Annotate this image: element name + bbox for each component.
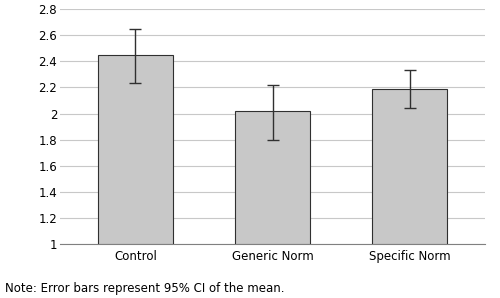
Bar — [98, 55, 173, 244]
Bar — [235, 111, 310, 244]
Bar — [372, 89, 448, 244]
Text: Note: Error bars represent 95% CI of the mean.: Note: Error bars represent 95% CI of the… — [5, 282, 284, 295]
